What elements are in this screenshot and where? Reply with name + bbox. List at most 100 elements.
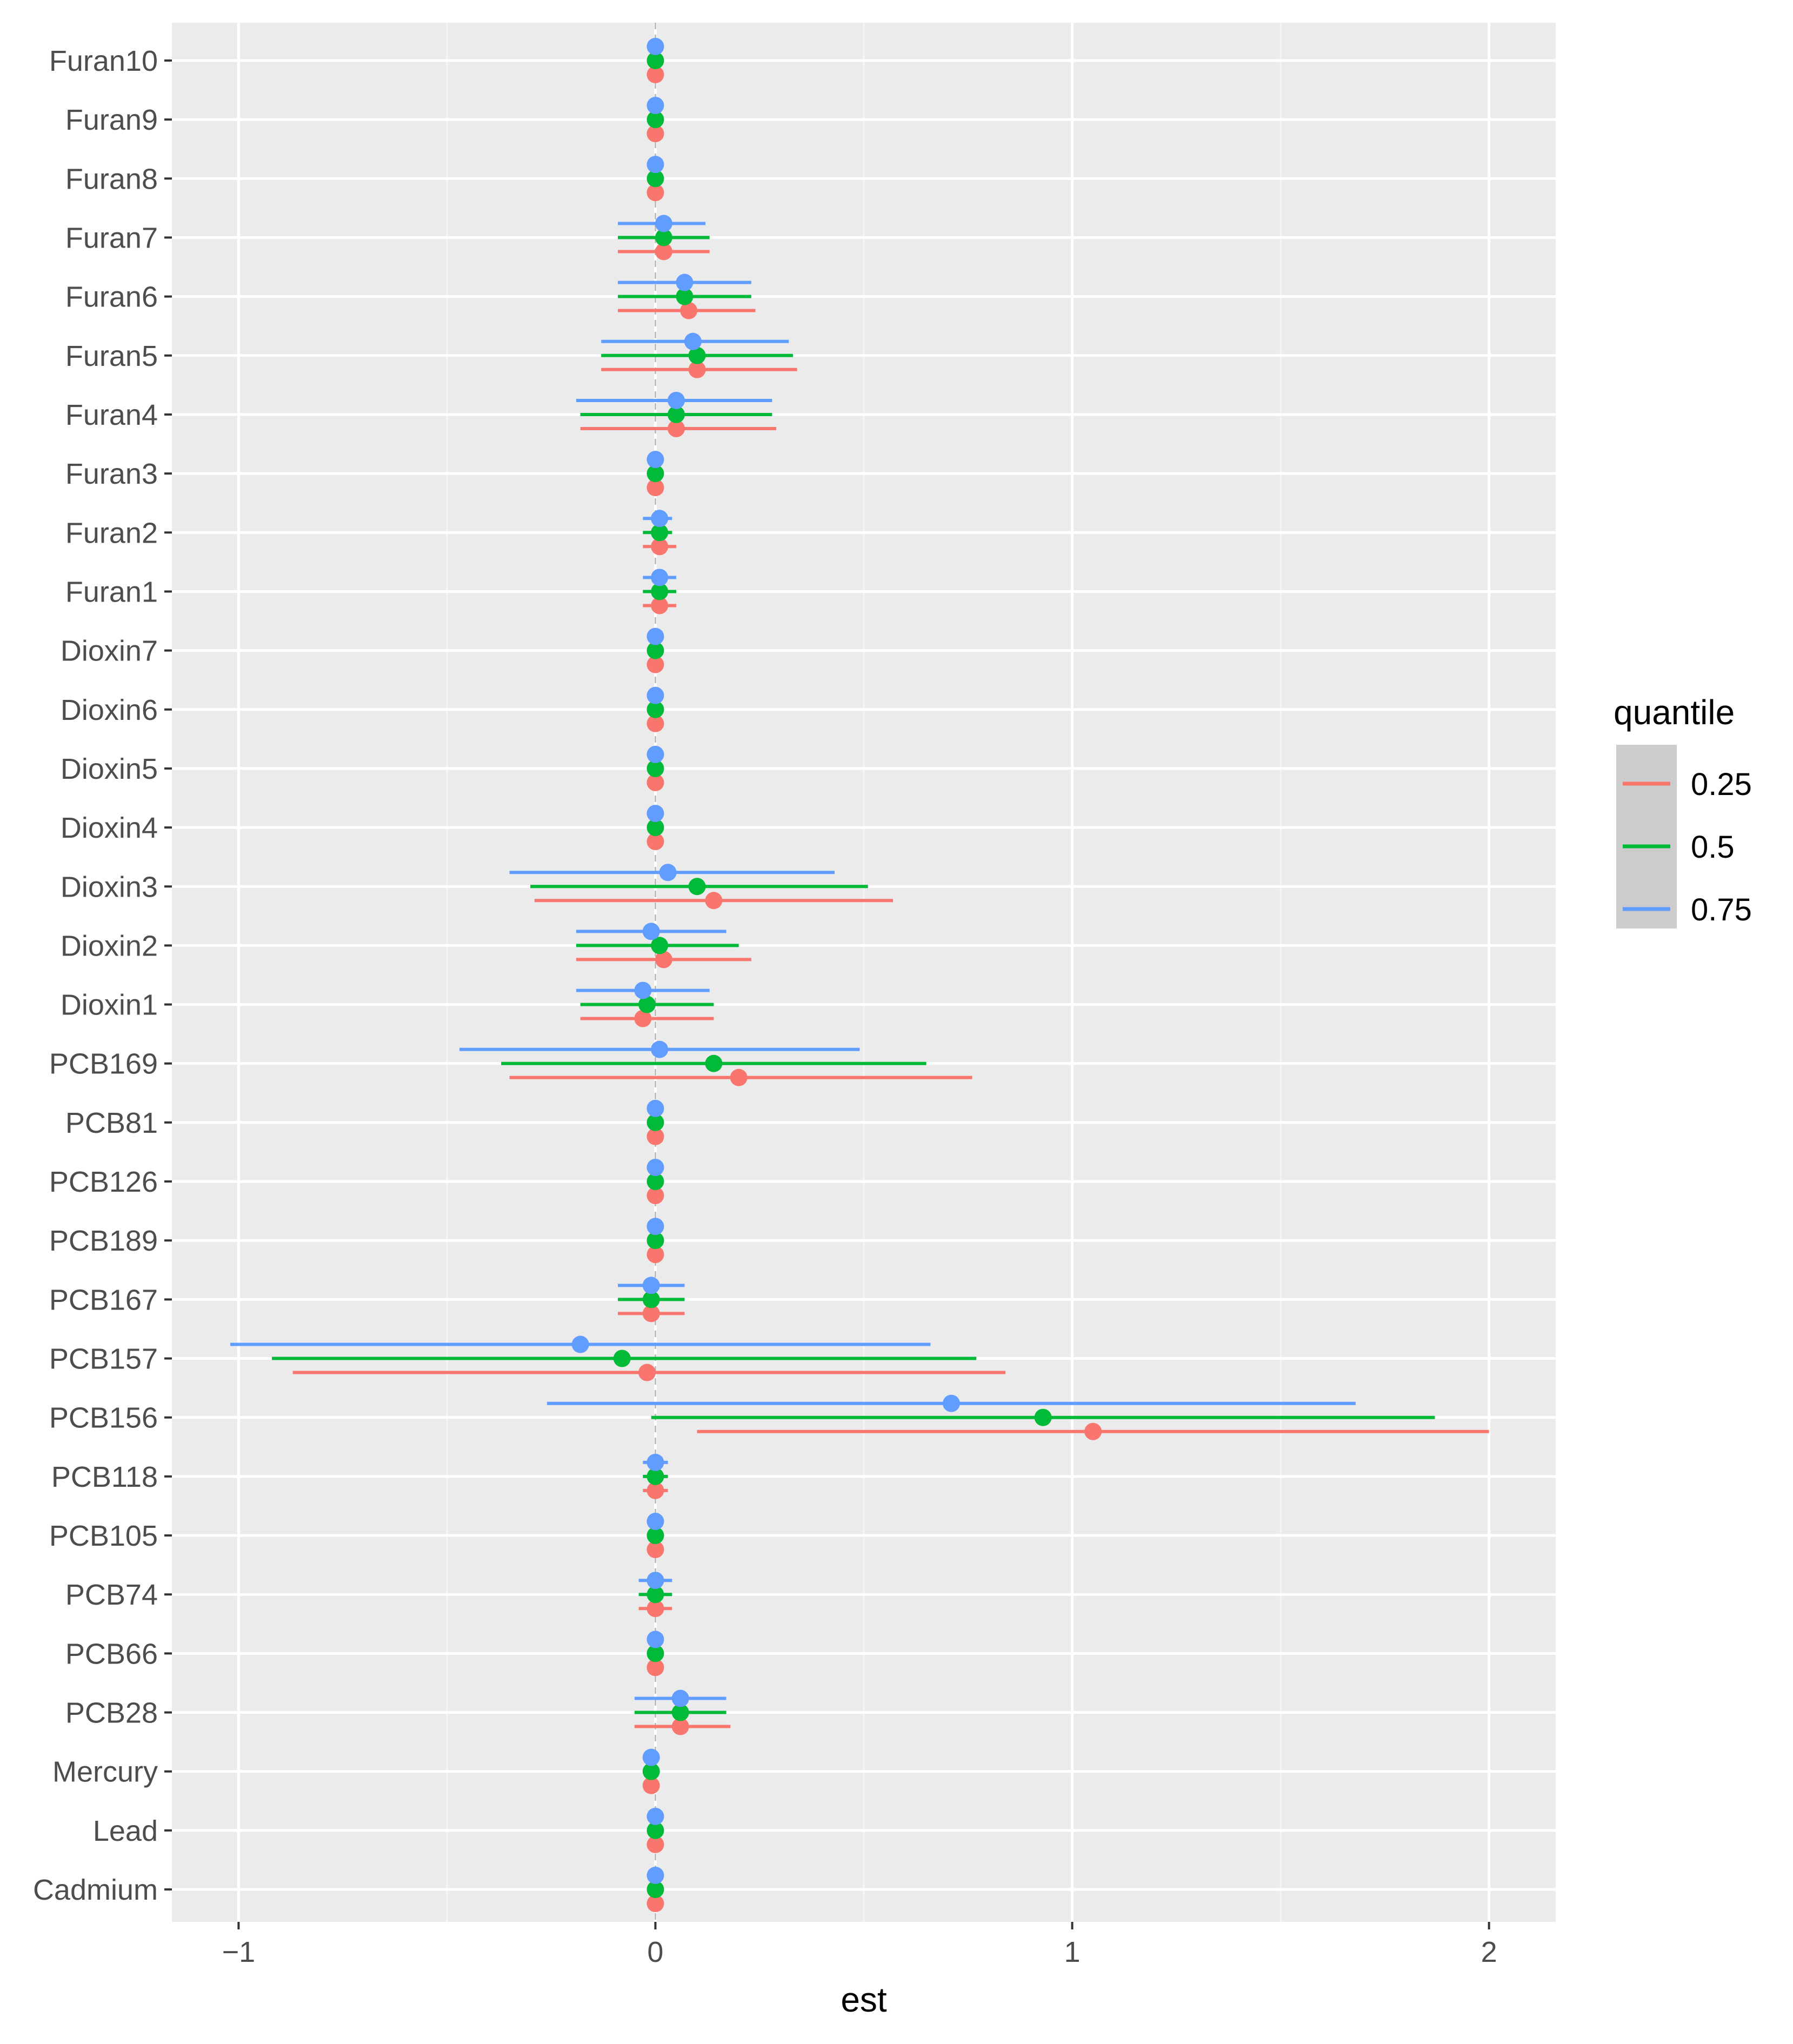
estimate-point-Furan2-q0.25 <box>651 538 669 556</box>
y-tick-label: PCB169 <box>49 1048 158 1080</box>
x-tick-label: 1 <box>1064 1936 1081 1968</box>
estimate-point-PCB66-q0.75 <box>646 1631 664 1648</box>
estimate-point-PCB126-q0.75 <box>646 1159 664 1177</box>
y-tick-label: Furan5 <box>65 340 158 372</box>
estimate-point-Furan3-q0.5 <box>646 465 664 483</box>
estimate-point-PCB28-q0.25 <box>671 1718 689 1735</box>
estimate-point-Furan8-q0.75 <box>646 156 664 173</box>
estimate-point-Dioxin2-q0.25 <box>655 951 672 968</box>
estimate-point-PCB189-q0.5 <box>646 1232 664 1250</box>
legend-label-0.25: 0.25 <box>1691 767 1752 802</box>
y-tick-label: PCB74 <box>65 1579 158 1611</box>
estimate-point-PCB74-q0.5 <box>646 1586 664 1604</box>
estimate-point-Furan6-q0.25 <box>680 302 698 319</box>
legend-key-background <box>1616 745 1677 929</box>
y-tick-label: Cadmium <box>33 1874 158 1906</box>
estimate-point-PCB157-q0.5 <box>613 1350 631 1367</box>
y-tick-label: Mercury <box>52 1756 158 1788</box>
estimate-point-Furan9-q0.5 <box>646 111 664 129</box>
y-tick-label: PCB157 <box>49 1343 158 1375</box>
estimate-point-PCB167-q0.25 <box>642 1305 660 1322</box>
estimate-point-Furan7-q0.5 <box>655 229 672 246</box>
estimate-point-Lead-q0.5 <box>646 1821 664 1839</box>
estimate-point-Dioxin5-q0.5 <box>646 759 664 777</box>
estimate-point-PCB156-q0.25 <box>1084 1422 1102 1440</box>
x-axis: −1 0 1 2 <box>222 1922 1497 1968</box>
x-tick-label: −1 <box>222 1936 256 1968</box>
y-tick-label: Furan4 <box>65 399 158 431</box>
estimate-point-Furan3-q0.75 <box>646 451 664 469</box>
estimate-point-Furan4-q0.25 <box>668 419 685 437</box>
estimate-point-Furan10-q0.25 <box>646 66 664 83</box>
y-tick-label: Dioxin2 <box>61 930 158 962</box>
y-tick-label: Dioxin6 <box>61 694 158 726</box>
estimate-point-PCB28-q0.5 <box>671 1704 689 1721</box>
x-tick-label: 2 <box>1481 1936 1497 1968</box>
estimate-point-Furan6-q0.5 <box>676 288 694 305</box>
estimate-point-PCB156-q0.75 <box>942 1394 960 1412</box>
y-tick-label: PCB66 <box>65 1638 158 1670</box>
estimate-point-Lead-q0.75 <box>646 1807 664 1825</box>
y-axis: Furan10 Furan9 Furan8 Furan7 Furan6 Furan5 Fur… <box>33 45 172 1906</box>
estimate-point-Furan7-q0.75 <box>655 215 672 232</box>
estimate-point-Dioxin7-q0.75 <box>646 627 664 645</box>
estimate-point-Furan2-q0.5 <box>651 524 669 542</box>
estimate-point-Furan1-q0.25 <box>651 597 669 614</box>
y-tick-label: Dioxin3 <box>61 871 158 903</box>
y-tick-label: PCB156 <box>49 1402 158 1434</box>
estimate-point-Furan4-q0.75 <box>668 391 685 409</box>
estimate-point-Dioxin7-q0.25 <box>646 656 664 673</box>
y-tick-label: Lead <box>93 1815 158 1847</box>
legend: quantile 0.25 0.5 0.75 <box>1614 693 1752 929</box>
estimate-point-Furan9-q0.75 <box>646 97 664 115</box>
estimate-point-Dioxin6-q0.25 <box>646 714 664 732</box>
y-tick-label: Dioxin4 <box>61 812 158 844</box>
estimate-point-Mercury-q0.75 <box>642 1748 660 1766</box>
y-tick-label: Dioxin5 <box>61 753 158 785</box>
estimate-point-Furan8-q0.25 <box>646 184 664 202</box>
data-marks <box>230 38 1489 1912</box>
estimate-point-Dioxin5-q0.75 <box>646 745 664 763</box>
estimate-point-Furan5-q0.5 <box>688 346 706 364</box>
estimate-point-PCB66-q0.5 <box>646 1645 664 1662</box>
estimate-point-PCB189-q0.75 <box>646 1218 664 1235</box>
estimate-point-PCB157-q0.75 <box>571 1335 589 1353</box>
estimate-point-Dioxin3-q0.5 <box>688 878 706 896</box>
estimate-point-PCB169-q0.75 <box>651 1040 669 1058</box>
y-tick-label: Dioxin1 <box>61 989 158 1021</box>
estimate-point-PCB105-q0.25 <box>646 1541 664 1559</box>
estimate-point-PCB167-q0.75 <box>642 1277 660 1294</box>
estimate-point-PCB81-q0.75 <box>646 1099 664 1117</box>
estimate-point-Furan2-q0.75 <box>651 510 669 527</box>
estimate-point-Furan8-q0.5 <box>646 170 664 188</box>
estimate-point-PCB169-q0.5 <box>705 1054 723 1072</box>
estimate-point-Dioxin7-q0.5 <box>646 642 664 659</box>
estimate-point-Dioxin6-q0.5 <box>646 700 664 718</box>
estimate-point-Dioxin4-q0.25 <box>646 833 664 851</box>
estimate-point-PCB81-q0.5 <box>646 1113 664 1131</box>
estimate-point-Furan10-q0.75 <box>646 38 664 55</box>
estimate-point-PCB157-q0.25 <box>638 1364 656 1381</box>
estimate-point-PCB189-q0.25 <box>646 1246 664 1264</box>
legend-title: quantile <box>1614 693 1735 732</box>
y-tick-label: Furan3 <box>65 458 158 490</box>
estimate-point-Furan10-q0.5 <box>646 52 664 69</box>
estimate-point-Dioxin3-q0.75 <box>659 864 677 881</box>
y-tick-label: Furan9 <box>65 104 158 136</box>
estimate-point-Dioxin2-q0.5 <box>651 937 669 954</box>
estimate-point-Furan5-q0.75 <box>684 332 702 350</box>
estimate-point-PCB74-q0.25 <box>646 1600 664 1618</box>
estimate-point-Dioxin1-q0.5 <box>638 996 656 1013</box>
estimate-point-Furan1-q0.5 <box>651 583 669 600</box>
estimate-point-Cadmium-q0.25 <box>646 1895 664 1912</box>
y-tick-label: Furan1 <box>65 576 158 608</box>
estimate-point-Dioxin5-q0.25 <box>646 773 664 791</box>
legend-label-0.75: 0.75 <box>1691 892 1752 927</box>
y-tick-label: PCB81 <box>65 1107 158 1139</box>
estimate-point-PCB167-q0.5 <box>642 1291 660 1308</box>
estimate-point-PCB169-q0.25 <box>730 1068 748 1086</box>
estimate-point-Dioxin4-q0.75 <box>646 805 664 823</box>
y-tick-label: Furan8 <box>65 163 158 195</box>
estimate-point-PCB66-q0.25 <box>646 1659 664 1676</box>
